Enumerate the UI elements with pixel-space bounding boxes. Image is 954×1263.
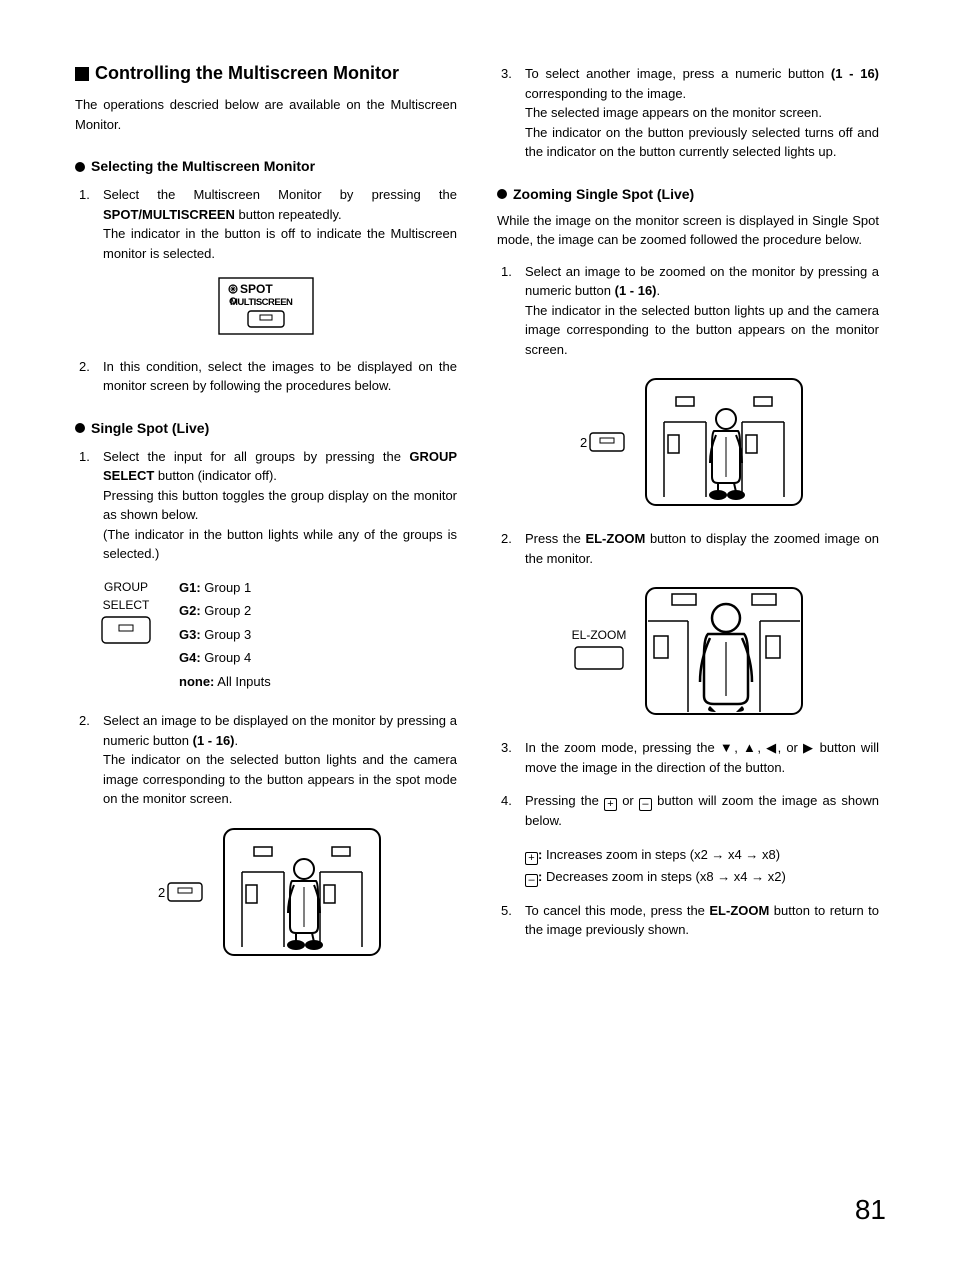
subheading: Single Spot (Live) (75, 418, 457, 439)
list-item: 2. In this condition, select the images … (75, 357, 457, 396)
plus-icon: + (604, 798, 617, 811)
subheading-text: Selecting the Multiscreen Monitor (91, 156, 315, 177)
item-number: 1. (79, 447, 90, 467)
square-bullet-icon (75, 67, 89, 81)
item-number: 3. (501, 738, 512, 758)
page-number: 81 (855, 1189, 886, 1231)
svg-text:MULTISCREEN: MULTISCREEN (230, 297, 293, 308)
item-number: 5. (501, 901, 512, 921)
list-item: 2. Select an image to be displayed on th… (75, 711, 457, 809)
main-heading: Controlling the Multiscreen Monitor (75, 60, 457, 87)
section-intro: While the image on the monitor screen is… (497, 211, 879, 250)
item-number: 2. (79, 711, 90, 731)
item-number: 1. (501, 262, 512, 282)
item-number: 3. (501, 64, 512, 84)
list-item: 1. Select the Multiscreen Monitor by pre… (75, 185, 457, 263)
plus-icon: + (525, 852, 538, 865)
subheading-text: Zooming Single Spot (Live) (513, 184, 694, 205)
list-item: 4. Pressing the + or – button will zoom … (497, 791, 879, 887)
camera-monitor-figure: 2 (497, 377, 879, 507)
list-item: 2. Press the EL-ZOOM button to display t… (497, 529, 879, 568)
subheading: Selecting the Multiscreen Monitor (75, 156, 457, 177)
item-number: 2. (79, 357, 90, 377)
list-item: 5. To cancel this mode, press the EL-ZOO… (497, 901, 879, 940)
dot-bullet-icon (497, 189, 507, 199)
item-number: 2. (501, 529, 512, 549)
monitor-image-icon (644, 377, 804, 507)
svg-text:2: 2 (580, 435, 587, 450)
list-item: 1. Select the input for all groups by pr… (75, 447, 457, 564)
zoomed-monitor-icon (644, 586, 804, 716)
minus-icon: – (639, 798, 652, 811)
minus-icon: – (525, 874, 538, 887)
numeric-button-icon: 2 (150, 877, 204, 907)
subheading: Zooming Single Spot (Live) (497, 184, 879, 205)
list-item: 3. In the zoom mode, pressing the ▼, ▲, … (497, 738, 879, 777)
spot-button-figure: SPOT MULTISCREEN (75, 277, 457, 341)
list-item: 1. Select an image to be zoomed on the m… (497, 262, 879, 360)
subheading-text: Single Spot (Live) (91, 418, 209, 439)
numeric-button-icon: 2 (572, 427, 626, 457)
svg-text:SPOT: SPOT (240, 282, 273, 296)
dot-bullet-icon (75, 162, 85, 172)
heading-text: Controlling the Multiscreen Monitor (95, 60, 399, 87)
item-number: 4. (501, 791, 512, 811)
svg-text:2: 2 (158, 885, 165, 900)
monitor-image-icon (222, 827, 382, 957)
list-item: 3. To select another image, press a nume… (497, 64, 879, 162)
dot-bullet-icon (75, 423, 85, 433)
group-select-figure: GROUP SELECT G1: Group 1 G2: Group 2 G3:… (101, 578, 457, 696)
intro-text: The operations descried below are availa… (75, 95, 457, 134)
elzoom-figure: EL-ZOOM (497, 586, 879, 716)
camera-monitor-figure: 2 (75, 827, 457, 957)
item-number: 1. (79, 185, 90, 205)
